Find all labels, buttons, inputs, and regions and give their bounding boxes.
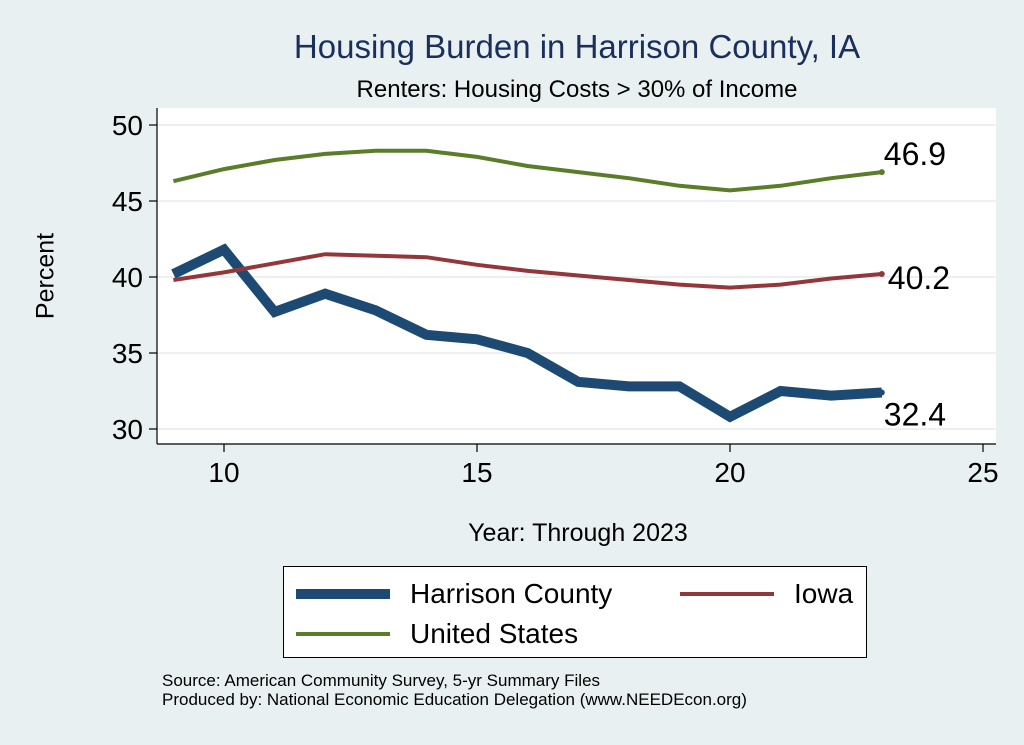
y-axis-label: Percent	[31, 232, 60, 320]
series-end-marker-united-states	[878, 169, 885, 176]
legend-item-harrison-county: Harrison County	[296, 578, 612, 610]
chart-title: Housing Burden in Harrison County, IA	[293, 28, 861, 65]
produced-by-line: Produced by: National Economic Education…	[162, 690, 747, 709]
series-end-marker-iowa	[878, 270, 885, 277]
x-tick-label: 10	[208, 457, 239, 488]
y-tick-label: 50	[112, 110, 143, 141]
end-label-harrison-county: 32.4	[884, 397, 946, 433]
series-end-marker-harrison-county	[878, 389, 885, 396]
end-label-united-states: 46.9	[884, 136, 946, 172]
x-tick-label: 25	[967, 457, 998, 488]
y-tick-label: 45	[112, 186, 143, 217]
series-line-harrison-county	[171, 243, 883, 423]
legend-item-united-states: United States	[296, 618, 578, 650]
end-label-iowa: 40.2	[888, 260, 950, 296]
legend-label: United States	[410, 618, 579, 649]
chart-subtitle: Renters: Housing Costs > 30% of Income	[356, 76, 798, 103]
x-tick-label: 20	[714, 457, 745, 488]
y-tick-label: 30	[112, 414, 143, 445]
legend-label: Iowa	[794, 578, 854, 609]
y-tick-label: 40	[112, 262, 143, 293]
y-tick-label: 35	[112, 338, 143, 369]
legend-item-iowa: Iowa	[680, 578, 853, 610]
x-tick-label: 15	[461, 457, 492, 488]
source-note: Source: American Community Survey, 5-yr …	[162, 671, 747, 709]
series-line-iowa	[173, 252, 882, 290]
legend-swatch-harrison-county	[296, 589, 390, 599]
series-line-united-states	[172, 148, 883, 193]
legend: Harrison County Iowa United States	[283, 566, 867, 658]
source-line: Source: American Community Survey, 5-yr …	[162, 671, 601, 690]
legend-swatch-united-states	[296, 632, 390, 636]
legend-swatch-iowa	[680, 592, 774, 596]
legend-label: Harrison County	[410, 578, 613, 609]
x-axis-label: Year: Through 2023	[468, 519, 688, 547]
